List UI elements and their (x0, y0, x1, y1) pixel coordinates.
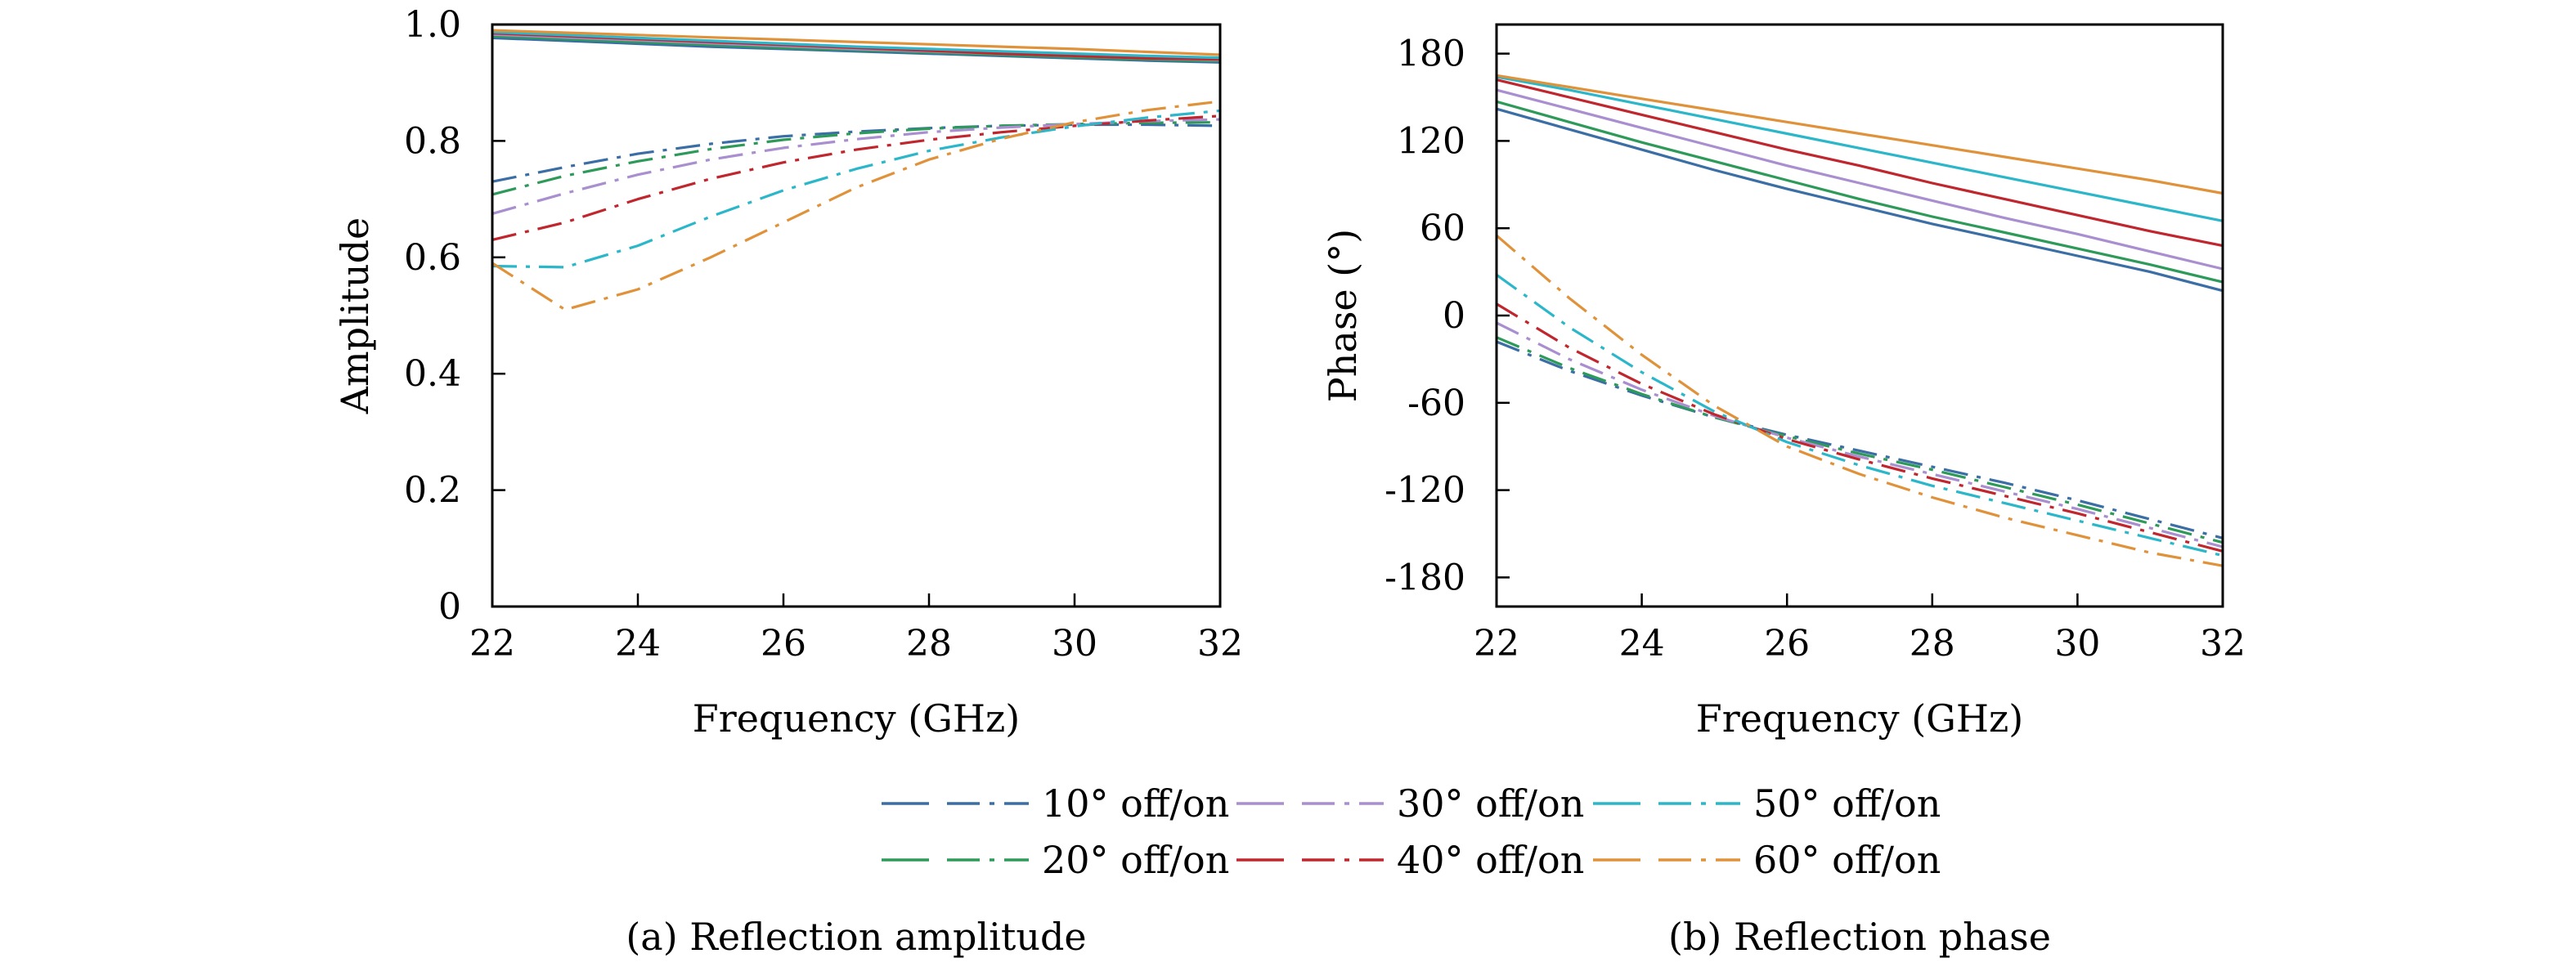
phase-x-tick-label: 22 (1474, 623, 1519, 665)
amplitude-x-tick-label: 30 (1052, 623, 1097, 665)
phase-series-10-off-line (1496, 107, 2224, 293)
amplitude-plot-frame (491, 23, 1222, 608)
phase-y-tick-label: -180 (1384, 557, 1465, 598)
phase-y-axis-title: Phase (°) (1321, 229, 1365, 402)
amplitude-series-60-on-line (491, 100, 1221, 311)
amplitude-series-60-off-line (491, 29, 1221, 56)
amplitude-series-30-on-line (491, 118, 1221, 215)
phase-y-tick-label: 180 (1397, 34, 1465, 75)
legend-label-10: 10° off/on (1042, 781, 1229, 826)
amplitude-x-tick-label: 26 (761, 623, 806, 665)
phase-x-tick-label: 24 (1619, 623, 1665, 665)
amplitude-series-10-on-line (491, 123, 1221, 183)
phase-series-40-off-line (1496, 78, 2224, 248)
phase-series-60-off-line (1496, 74, 2224, 195)
amplitude-y-tick-label: 0.4 (404, 353, 461, 395)
phase-x-tick-label: 28 (1910, 623, 1955, 665)
amplitude-x-tick-label: 24 (615, 623, 661, 665)
phase-plot-frame (1495, 23, 2224, 608)
amplitude-y-tick-label: 1.0 (404, 4, 461, 46)
phase-panel: 22 24 26 28 30 32 180 120 60 0 -60 -120 -180 Frequen… (1321, 23, 2246, 959)
phase-y-tick-label: 0 (1443, 295, 1465, 337)
amplitude-x-tick-label: 22 (469, 623, 515, 665)
amplitude-series-40-on-line (491, 114, 1221, 241)
legend: 10° off/on 20° off/on 30° off/on 40° off/on… (882, 781, 1941, 882)
amplitude-series-50-on-line (491, 109, 1221, 269)
phase-ticks-layer: 22 24 26 28 30 32 180 120 60 0 -60 -120 -180 (1384, 34, 2246, 665)
phase-series-50-on-line (1496, 273, 2224, 557)
amplitude-panel: 22 24 26 28 30 32 0 0.2 0.4 0.6 0.8 1.0 Frequency (… (333, 4, 1243, 959)
amplitude-x-axis-title: Frequency (GHz) (693, 696, 1020, 741)
amplitude-series-50-off-line (491, 30, 1221, 60)
legend-label-50: 50° off/on (1753, 781, 1941, 826)
amplitude-y-tick-label: 0 (438, 586, 461, 628)
amplitude-x-tick-label: 32 (1197, 623, 1243, 665)
phase-caption: (b) Reflection phase (1668, 915, 2051, 959)
phase-series-20-on-line (1496, 336, 2224, 544)
legend-label-40: 40° off/on (1397, 838, 1584, 882)
phase-x-tick-label: 26 (1764, 623, 1810, 665)
amplitude-y-tick-label: 0.8 (404, 120, 461, 162)
phase-x-tick-label: 32 (2200, 623, 2246, 665)
phase-series-40-on-line (1496, 302, 2224, 553)
legend-label-60: 60° off/on (1753, 838, 1941, 882)
phase-series-layer (1495, 74, 2224, 567)
legend-label-30: 30° off/on (1397, 781, 1584, 826)
phase-y-tick-label: 60 (1420, 208, 1465, 249)
phase-series-60-on-line (1495, 234, 2224, 567)
phase-series-10-on-line (1496, 340, 2224, 539)
amplitude-y-tick-label: 0.6 (404, 237, 461, 279)
amplitude-series-layer (491, 29, 1221, 311)
phase-x-axis-title: Frequency (GHz) (1696, 696, 2023, 741)
phase-series-50-off-line (1496, 75, 2224, 222)
amplitude-y-axis-title: Amplitude (333, 217, 377, 415)
amplitude-caption: (a) Reflection amplitude (626, 915, 1086, 959)
phase-y-tick-label: 120 (1397, 120, 1465, 162)
phase-series-20-off-line (1496, 100, 2224, 284)
legend-label-20: 20° off/on (1042, 838, 1229, 882)
amplitude-y-tick-label: 0.2 (404, 470, 461, 512)
phase-y-tick-label: -60 (1407, 383, 1465, 424)
amplitude-x-tick-label: 28 (906, 623, 952, 665)
phase-series-30-on-line (1496, 321, 2224, 548)
phase-y-tick-label: -120 (1384, 470, 1465, 512)
phase-series-30-off-line (1496, 88, 2224, 271)
phase-x-tick-label: 30 (2054, 623, 2100, 665)
amplitude-ticks-layer: 22 24 26 28 30 32 0 0.2 0.4 0.6 0.8 1.0 (404, 4, 1243, 665)
